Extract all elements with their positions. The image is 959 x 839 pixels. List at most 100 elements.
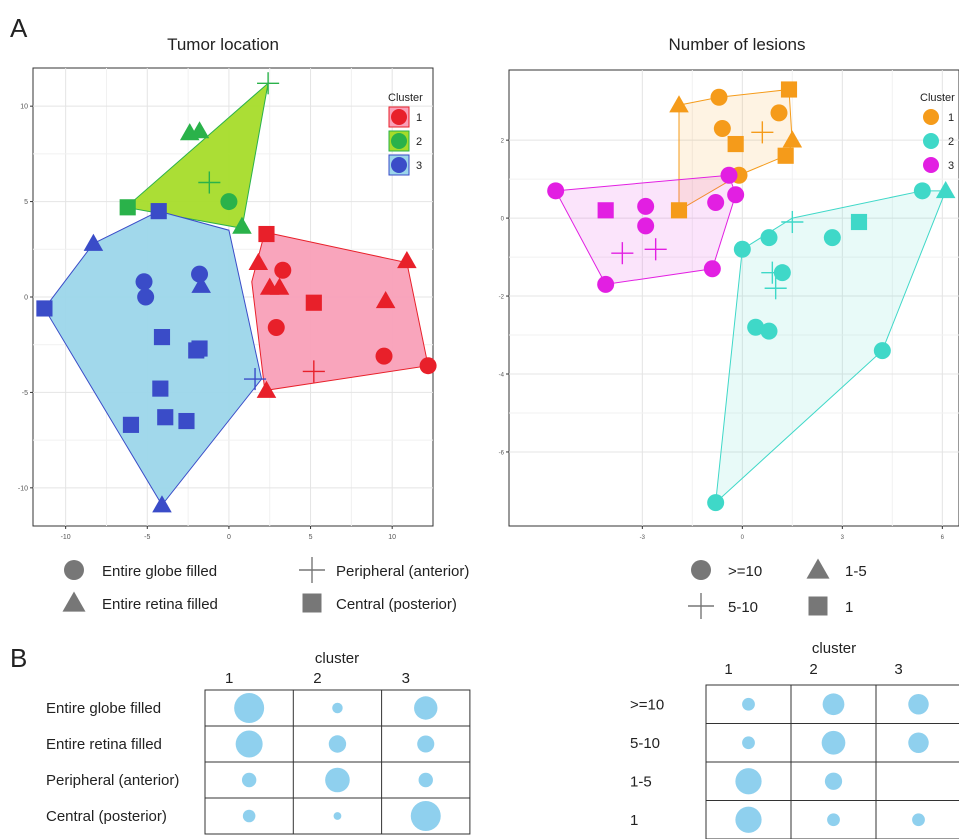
tumor-legend-dot-1 (391, 109, 407, 125)
lesions-legend-label-1: 1 (948, 112, 954, 124)
tumor-shape-legend-label-triangle: Entire retina filled (102, 596, 218, 613)
tumor-legend-label-3: 3 (416, 160, 422, 172)
lesion-table-bubble-r0-c2 (908, 694, 929, 715)
lesions-point-26 (823, 229, 841, 247)
tumor-y-tick-label: 10 (20, 104, 28, 111)
location-table-bubble-r0-c0 (234, 693, 265, 723)
tumor-point-10 (419, 357, 437, 375)
lesions-title: Number of lesions (668, 35, 805, 54)
lesions-point-31 (764, 277, 787, 300)
tumor-x-tick-label: 0 (227, 534, 231, 541)
lesion-table-col-label-1: 1 (724, 661, 732, 678)
lesions-y-tick-label: 2 (501, 139, 505, 145)
location-table-bubble-r1-c0 (235, 730, 263, 758)
tumor-point-15 (189, 121, 210, 139)
tumor-point-12 (302, 360, 325, 383)
lesions-point-2 (780, 81, 798, 98)
lesions-point-19 (611, 242, 634, 265)
tumor-point-9 (375, 347, 393, 365)
lesion-table-bubble-r1-c0 (742, 736, 755, 750)
tumor-point-11 (256, 380, 277, 398)
tumor-shape-legend-marker-square (302, 593, 322, 613)
tumor-point-35 (152, 495, 172, 513)
tumor-shape-legend-label-square: Central (posterior) (336, 596, 457, 613)
tumor-point-22 (191, 265, 209, 283)
location-table-title: cluster (315, 650, 359, 667)
tumor-point-26 (36, 300, 53, 317)
lesion-table-row-label-3: 1 (630, 812, 638, 829)
tumor-point-27 (153, 329, 171, 346)
tumor-shape-legend-marker-circle (64, 560, 84, 580)
tumor-point-6 (267, 319, 285, 337)
lesions-shape-legend-marker-plus (688, 593, 714, 619)
lesions-shape-legend-marker-square (808, 596, 828, 616)
tumor-shape-legend-label-plus: Peripheral (anterior) (336, 563, 469, 580)
tumor-point-20 (150, 203, 167, 220)
tumor-point-17 (220, 193, 238, 211)
location-table-bubble-r0-c2 (414, 696, 438, 720)
location-table-row-label-3: Central (posterior) (46, 808, 167, 825)
tumor-point-32 (178, 412, 195, 430)
tumor-point-13 (257, 72, 280, 95)
tumor-legend-label-2: 2 (416, 136, 422, 148)
lesions-legend-label-3: 3 (948, 160, 954, 172)
lesion-table-bubble-r3-c2 (912, 813, 925, 827)
lesions-shape-legend-marker-triangle (806, 558, 830, 579)
lesions-point-7 (782, 130, 803, 148)
tumor-x-tick-label: -10 (61, 534, 71, 541)
tumor-point-1 (248, 252, 269, 270)
location-table: cluster 1 2 3 Entire globe filled Entire reti… (46, 650, 471, 835)
lesion-table: cluster 1 2 3 >=10 5-10 1-5 1 (630, 640, 959, 839)
location-table-bubble-r0-c1 (332, 702, 343, 714)
tumor-point-30 (152, 380, 169, 397)
tumor-point-5 (305, 294, 322, 311)
lesions-point-17 (720, 166, 738, 184)
lesion-table-col-label-3: 3 (894, 661, 902, 678)
lesions-point-16 (727, 186, 745, 204)
lesions-shape-legend-label-square: 1 (845, 599, 853, 616)
tumor-shape-legend-label-circle: Entire globe filled (102, 563, 217, 580)
tumor-point-25 (137, 288, 155, 306)
lesions-shape-legend-label-triangle: 1-5 (845, 563, 867, 580)
lesion-table-bubble-r1-c2 (908, 732, 929, 753)
lesions-point-6 (727, 135, 744, 153)
lesions-point-35 (707, 494, 725, 512)
tumor-title: Tumor location (167, 35, 279, 54)
lesions-legend-dot-3 (923, 157, 939, 173)
lesion-table-row-label-1: 5-10 (630, 735, 660, 752)
location-table-bubble-r3-c2 (410, 801, 441, 831)
location-table-bubble-r2-c2 (418, 772, 433, 788)
lesions-y-tick-label: -4 (499, 373, 505, 379)
location-table-col-label-1: 1 (225, 670, 233, 687)
lesions-point-0 (669, 95, 689, 113)
location-table-col-label-3: 3 (402, 670, 410, 687)
location-table-bubble-r2-c1 (325, 767, 350, 793)
lesion-table-bubble-r3-c0 (735, 806, 762, 833)
lesion-table-row-label-0: >=10 (630, 696, 664, 713)
tumor-point-16 (198, 171, 221, 194)
tumor-point-18 (119, 199, 136, 216)
lesions-point-27 (760, 229, 778, 247)
lesion-table-title: cluster (812, 640, 856, 657)
lesions-point-10 (670, 202, 688, 219)
tumor-legend-label-1: 1 (416, 112, 422, 124)
lesions-point-5 (751, 121, 774, 144)
lesions-point-18 (644, 238, 667, 261)
lesions-point-20 (703, 260, 721, 278)
tumor-point-33 (122, 416, 140, 433)
lesions-point-34 (873, 342, 891, 360)
location-table-bubble-r3-c1 (333, 812, 342, 820)
tumor-point-23 (191, 275, 211, 293)
lesions-chart: -3 0 3 6 -6 -4 -2 0 2 Number of lesions Cluster 1 2 3 (499, 35, 959, 541)
lesions-shape-legend-label-circle: >=10 (728, 563, 762, 580)
lesion-table-col-label-2: 2 (809, 661, 817, 678)
lesions-point-13 (637, 197, 655, 215)
lesions-y-tick-label: -2 (499, 295, 505, 301)
lesions-point-22 (913, 182, 931, 200)
lesions-point-8 (777, 147, 794, 164)
lesions-legend-dot-1 (923, 109, 939, 125)
lesion-table-row-label-2: 1-5 (630, 773, 652, 790)
tumor-legend-dot-3 (391, 157, 407, 173)
lesions-legend-title: Cluster (920, 92, 955, 104)
